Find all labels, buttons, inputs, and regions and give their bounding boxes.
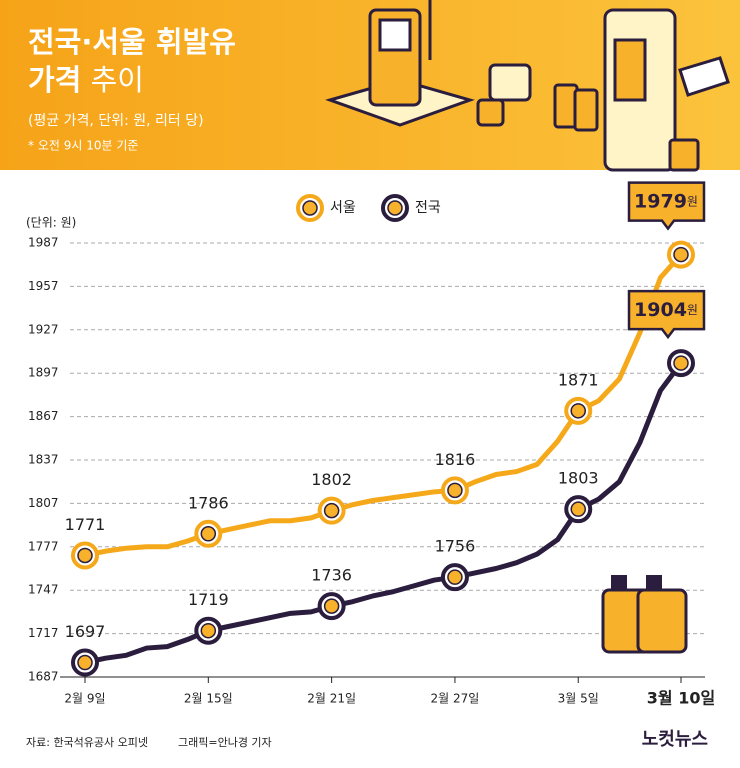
data-marker [317,496,346,525]
credit: 그래픽=안나경 기자 [178,736,272,749]
source: 자료: 한국석유공사 오피넷 [26,736,148,749]
callout-unit: 원 [687,303,698,317]
data-marker [194,519,223,548]
y-tick-label: 1777 [28,539,59,553]
data-marker [71,541,99,570]
data-marker [381,194,409,222]
marker-core [323,598,340,614]
y-tick-label: 1867 [28,409,59,423]
title: 전국·서울 휘발유 [28,25,236,59]
marker-core [673,246,689,263]
y-tick-label: 1927 [28,322,59,336]
callout-box [627,289,706,340]
marker-core [77,547,93,564]
marker-core [447,569,463,585]
x-tick-label: 3월 10일 [647,689,715,708]
callout-box [627,181,706,231]
x-tick-label: 2월 21일 [307,692,356,706]
x-tick-label: 3월 5일 [558,692,599,706]
data-marker [71,648,99,677]
x-tick-label: 2월 27일 [431,692,480,706]
legend-label: 서울 [330,200,356,216]
data-label: 1771 [65,515,106,534]
y-tick-label: 1687 [28,670,59,684]
data-label: 1786 [188,493,229,512]
decoration [636,588,688,654]
data-marker [440,476,469,505]
marker-core [200,526,217,542]
data-marker [194,616,223,645]
data-label: 1719 [188,590,229,609]
legend-label: 전국 [415,200,441,216]
y-tick-label: 1987 [28,236,59,250]
y-axis-label: (단위: 원) [26,216,76,230]
marker-core [323,502,340,519]
callout-unit: 원 [687,194,698,208]
title-light: 추이 [91,63,144,97]
data-label: 1816 [435,450,476,469]
y-tick-label: 1897 [28,366,59,380]
note: * 오전 9시 10분 기준 [28,139,138,153]
subtitle: (평균 가격, 단위: 원, 리터 당) [28,113,204,129]
logo: 노컷뉴스 [642,729,708,750]
y-tick-label: 1957 [28,279,59,293]
callout-label: 1979원 [634,190,698,212]
data-label: 1736 [311,566,352,585]
data-marker [667,240,695,269]
decoration [611,575,627,591]
data-marker [317,592,346,621]
marker-core [200,622,217,639]
legend: 서울 전국 [296,194,441,222]
y-tick-label: 1837 [28,453,59,467]
marker-core [387,200,403,216]
marker-core [570,403,586,419]
x-tick-label: 2월 9일 [64,692,105,706]
data-label: 1802 [311,470,352,489]
marker-core [570,501,586,517]
y-tick-label: 1747 [28,583,59,597]
x-tick-label: 2월 15일 [184,692,233,706]
marker-core [447,482,463,499]
data-marker [667,349,695,378]
callout-value: 1979 [634,190,687,212]
data-marker [564,495,593,524]
callout-value: 1904 [634,299,687,321]
data-marker [296,194,324,222]
y-tick-label: 1717 [28,626,59,640]
title-bold: 가격 [28,63,81,97]
marker-core [673,355,689,371]
illustration [325,0,730,172]
title: 가격 추이 [28,63,144,97]
marker-core [302,200,318,216]
plot: 1687 1717 1747 1777 1807 1837 1867 1897 1927 1957… [28,181,715,708]
data-label: 1697 [65,622,106,641]
data-marker [440,563,469,592]
y-tick-label: 1807 [28,496,59,510]
data-label: 1803 [558,469,599,488]
callout-label: 1904원 [634,299,698,321]
data-marker [564,396,593,425]
data-label: 1871 [558,370,599,389]
decoration [646,575,662,591]
data-label: 1756 [435,537,476,556]
marker-core [77,654,93,671]
